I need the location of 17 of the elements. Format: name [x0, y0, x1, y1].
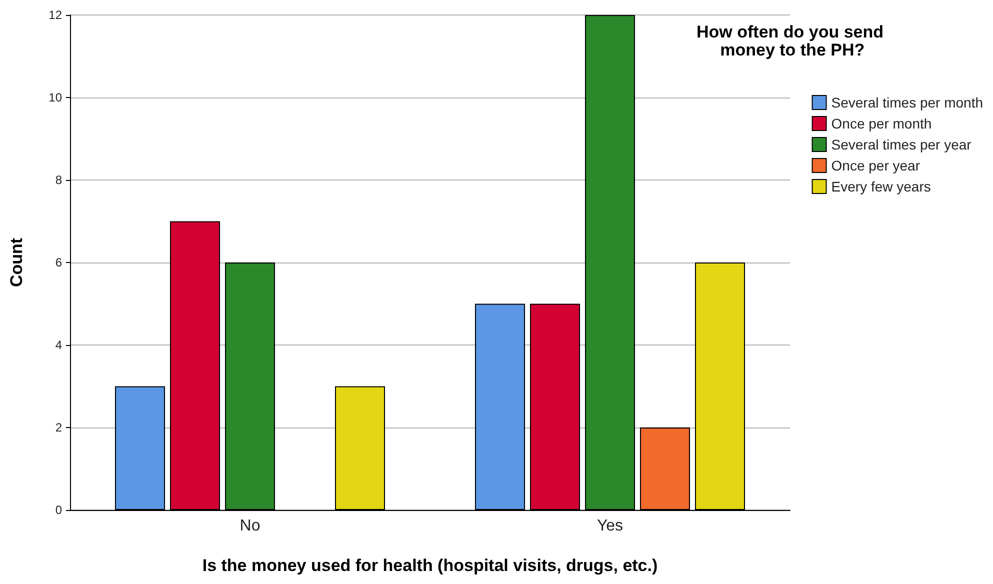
legend-label: Every few years — [831, 178, 931, 194]
legend-title: How often do you send money to the PH? — [696, 22, 884, 60]
y-tick-label: 4 — [55, 338, 62, 352]
y-tick-label: 12 — [48, 8, 62, 22]
x-tick-label: Yes — [596, 518, 624, 534]
y-tick-label: 2 — [55, 420, 62, 434]
y-axis-title: Count — [7, 238, 26, 288]
legend-label: Once per year — [831, 158, 920, 174]
legend-label: Several times per month — [831, 94, 984, 110]
legend-label: Several times per year — [831, 136, 972, 152]
y-tick-label: 8 — [55, 173, 62, 187]
legend-label: Once per month — [831, 116, 932, 132]
y-tick-label: 0 — [55, 503, 62, 517]
y-tick-label: 6 — [55, 256, 62, 270]
x-axis-title: Is the money used for health (hospital visits, drugs, etc.) — [202, 556, 658, 575]
y-tick-label: 10 — [48, 90, 62, 104]
x-tick-label: No — [240, 518, 260, 534]
